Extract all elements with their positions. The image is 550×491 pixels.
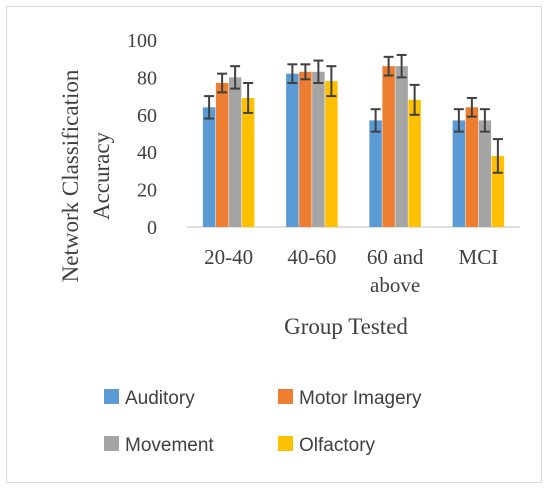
bar — [241, 97, 255, 227]
error-bar — [287, 63, 298, 85]
bar — [286, 73, 299, 227]
error-bar — [243, 82, 254, 114]
y-tick-label: 60 — [137, 105, 157, 127]
error-bar — [466, 96, 477, 118]
x-tick-label: 60 and — [367, 245, 424, 269]
x-tick-label: 40-60 — [287, 245, 336, 269]
bar — [465, 107, 479, 227]
bar — [325, 81, 338, 227]
chart-frame — [6, 6, 542, 483]
legend-swatch — [278, 389, 293, 404]
bar — [478, 120, 492, 227]
error-bar — [492, 138, 503, 174]
y-tick-label: 40 — [137, 142, 157, 164]
error-bar — [370, 108, 381, 133]
legend-item: Auditory — [104, 388, 195, 409]
y-axis-title-line: Network Classification — [58, 69, 83, 282]
x-tick-label: 20-40 — [204, 245, 253, 269]
error-bar — [383, 55, 394, 77]
error-bar — [217, 72, 228, 94]
x-tick-label: above — [370, 273, 420, 297]
bar — [382, 66, 395, 228]
legend-label: Movement — [125, 435, 214, 456]
bar — [215, 83, 229, 227]
legend-swatch — [104, 389, 119, 404]
y-tick-label: 0 — [147, 217, 157, 239]
bar — [395, 66, 408, 228]
error-bar — [230, 65, 241, 90]
error-bar — [396, 53, 407, 79]
x-tick-label: MCI — [459, 245, 499, 269]
y-axis-title: Network Classification Accuracy — [58, 69, 114, 282]
error-bar — [409, 83, 420, 116]
error-bar — [453, 108, 464, 133]
legend-item: Movement — [104, 435, 214, 456]
x-axis-title: Group Tested — [284, 314, 408, 339]
bar — [408, 99, 421, 227]
y-tick-label: 100 — [127, 30, 157, 52]
legend-item: Olfactory — [278, 435, 376, 456]
legend-label: Auditory — [125, 388, 195, 409]
bar — [202, 107, 216, 227]
y-tick-label: 20 — [137, 180, 157, 202]
bar — [228, 77, 242, 228]
bar — [452, 120, 466, 227]
error-bar — [313, 59, 324, 85]
legend-label: Motor Imagery — [299, 388, 422, 409]
y-axis-title-line: Accuracy — [89, 131, 114, 220]
error-bar — [326, 65, 337, 98]
bar — [312, 71, 325, 227]
error-bar — [204, 95, 215, 120]
error-bar — [479, 108, 490, 133]
y-tick-label: 80 — [137, 67, 157, 89]
legend-item: Motor Imagery — [278, 388, 422, 409]
bar — [369, 120, 382, 227]
legend-label: Olfactory — [299, 435, 376, 456]
legend-swatch — [278, 436, 293, 451]
error-bar — [300, 63, 311, 81]
legend-swatch — [104, 436, 119, 451]
bar — [299, 71, 312, 227]
